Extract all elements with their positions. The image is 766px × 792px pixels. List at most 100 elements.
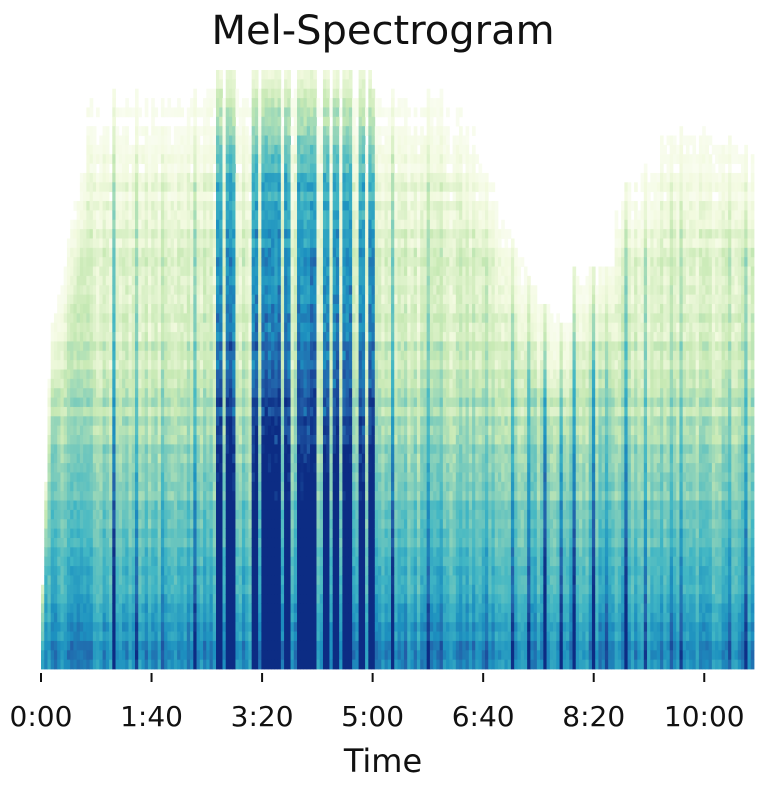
- spectrogram-cell: [57, 547, 61, 558]
- spectrogram-cell: [274, 182, 278, 193]
- spectrogram-cell: [251, 303, 256, 314]
- spectrogram-cell: [228, 519, 233, 530]
- spectrogram-cell: [105, 219, 110, 230]
- spectrogram-cell: [131, 537, 136, 548]
- spectrogram-cell: [73, 313, 78, 324]
- spectrogram-cell: [241, 294, 246, 305]
- spectrogram-cell: [180, 247, 184, 258]
- spectrogram-cell: [287, 79, 291, 90]
- spectrogram-cell: [89, 172, 94, 183]
- spectrogram-cell: [193, 229, 197, 239]
- spectrogram-cell: [57, 341, 61, 352]
- spectrogram-cell: [112, 285, 116, 296]
- spectrogram-cell: [96, 481, 100, 492]
- spectrogram-cell: [241, 631, 246, 642]
- spectrogram-cell: [306, 341, 311, 352]
- spectrogram-cell: [73, 453, 78, 464]
- spectrogram-cell: [83, 191, 87, 202]
- spectrogram-cell: [109, 612, 113, 623]
- spectrogram-cell: [196, 659, 201, 670]
- spectrogram-cell: [79, 201, 84, 211]
- spectrogram-cell: [277, 229, 282, 239]
- spectrogram-cell: [241, 519, 246, 530]
- spectrogram-cell: [183, 650, 188, 661]
- spectrogram-cell: [50, 584, 55, 595]
- spectrogram-cell: [284, 594, 288, 604]
- spectrogram-cell: [186, 388, 191, 398]
- spectrogram-cell: [228, 659, 233, 670]
- spectrogram-cell: [79, 172, 84, 183]
- spectrogram-cell: [241, 341, 246, 352]
- spectrogram-cell: [228, 172, 233, 183]
- spectrogram-cell: [206, 584, 210, 595]
- spectrogram-cell: [83, 622, 87, 632]
- spectrogram-cell: [219, 303, 223, 314]
- spectrogram-cell: [92, 397, 97, 408]
- spectrogram-cell: [134, 229, 139, 239]
- spectrogram-cell: [154, 369, 159, 380]
- spectrogram-cell: [245, 98, 249, 108]
- spectrogram-cell: [293, 201, 298, 211]
- spectrogram-cell: [228, 650, 233, 661]
- spectrogram-cell: [297, 453, 301, 464]
- spectrogram-cell: [303, 463, 308, 473]
- spectrogram-cell: [102, 444, 107, 455]
- spectrogram-cell: [271, 107, 275, 118]
- spectrogram-cell: [193, 444, 197, 455]
- spectrogram-cell: [147, 481, 152, 492]
- spectrogram-cell: [254, 285, 259, 296]
- spectrogram-cell: [287, 266, 291, 277]
- spectrogram-cell: [125, 135, 129, 146]
- spectrogram-cell: [203, 182, 207, 193]
- spectrogram-cell: [102, 163, 107, 174]
- spectrogram-cell: [99, 472, 103, 483]
- spectrogram-cell: [128, 397, 133, 408]
- spectrogram-cell: [134, 397, 139, 408]
- spectrogram-cell: [206, 360, 210, 370]
- spectrogram-cell: [70, 369, 74, 380]
- spectrogram-cell: [112, 275, 116, 286]
- spectrogram-cell: [115, 191, 120, 202]
- spectrogram-cell: [193, 594, 197, 604]
- spectrogram-cell: [134, 640, 139, 651]
- spectrogram-cell: [228, 191, 233, 202]
- spectrogram-cell: [212, 172, 217, 183]
- spectrogram-cell: [41, 631, 45, 642]
- spectrogram-cell: [109, 416, 113, 427]
- spectrogram-cell: [316, 528, 321, 539]
- spectrogram-cell: [141, 397, 146, 408]
- spectrogram-cell: [196, 584, 201, 595]
- spectrogram-cell: [177, 463, 181, 473]
- spectrogram-cell: [228, 556, 233, 567]
- spectrogram-cell: [290, 528, 295, 539]
- spectrogram-cell: [86, 556, 91, 567]
- spectrogram-cell: [193, 247, 197, 258]
- spectrogram-cell: [293, 500, 298, 511]
- spectrogram-cell: [102, 556, 107, 567]
- spectrogram-cell: [264, 285, 269, 296]
- spectrogram-cell: [216, 154, 220, 164]
- spectrogram-cell: [254, 303, 259, 314]
- spectrogram-cell: [203, 163, 207, 174]
- spectrogram-cell: [300, 163, 304, 174]
- spectrogram-cell: [186, 491, 191, 501]
- spectrogram-cell: [258, 116, 262, 127]
- spectrogram-cell: [92, 388, 97, 398]
- spectrogram-cell: [290, 360, 295, 370]
- spectrogram-cell: [300, 566, 304, 576]
- spectrogram-cell: [212, 659, 217, 670]
- spectrogram-cell: [284, 547, 288, 558]
- spectrogram-cell: [89, 144, 94, 155]
- spectrogram-cell: [199, 425, 204, 436]
- spectrogram-cell: [112, 481, 116, 492]
- spectrogram-cell: [303, 481, 308, 492]
- spectrogram-cell: [306, 98, 311, 108]
- spectrogram-cell: [190, 313, 194, 324]
- spectrogram-cell: [293, 435, 298, 445]
- spectrogram-cell: [73, 416, 78, 427]
- spectrogram-cell: [86, 322, 91, 333]
- spectrogram-cell: [167, 303, 172, 314]
- spectrogram-cell: [173, 388, 178, 398]
- spectrogram-cell: [216, 416, 220, 427]
- spectrogram-cell: [89, 528, 94, 539]
